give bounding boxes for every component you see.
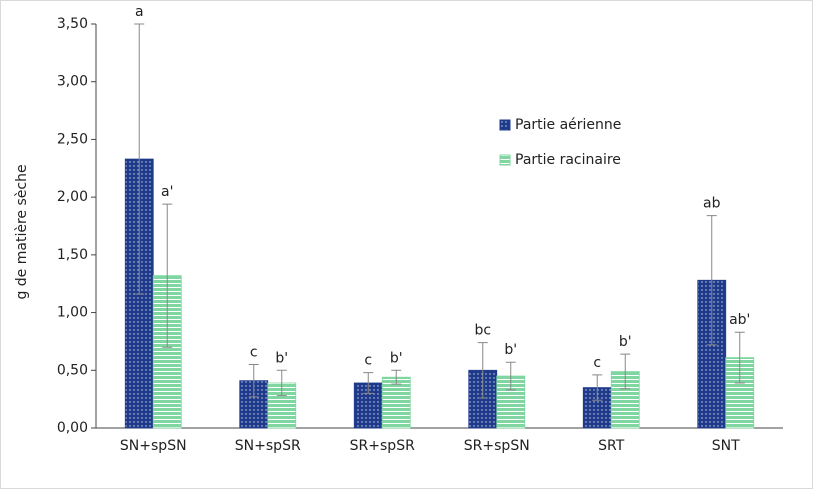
y-tick-label: 3,50 <box>57 16 88 32</box>
error-bar <box>706 215 717 346</box>
error-bar <box>276 369 287 397</box>
y-tick-label: 1,00 <box>57 305 88 321</box>
significance-label: c <box>364 353 372 369</box>
significance-label: ab' <box>729 312 750 328</box>
x-tick-label: SRT <box>598 438 625 454</box>
y-tick-label: 2,00 <box>57 189 88 205</box>
legend-swatch <box>499 119 511 131</box>
error-bar <box>592 374 603 401</box>
significance-label: a <box>135 4 144 20</box>
x-tick-label: SNT <box>712 438 740 454</box>
y-tick-label: 0,00 <box>57 420 88 436</box>
x-tick-label: SR+spSN <box>464 438 530 454</box>
legend-label: Partie racinaire <box>515 152 621 168</box>
bar <box>381 376 411 429</box>
error-bar <box>505 361 516 391</box>
legend-label: Partie aérienne <box>515 117 621 133</box>
x-tick-label: SR+spSR <box>350 438 415 454</box>
x-tick-label: SN+spSR <box>235 438 301 454</box>
significance-label: b' <box>390 350 403 366</box>
error-bar <box>734 331 745 384</box>
significance-label: ab <box>703 196 721 212</box>
significance-label: c <box>250 345 258 361</box>
y-tick-label: 3,00 <box>57 74 88 90</box>
significance-label: b' <box>504 342 517 358</box>
x-tick-label: SN+spSN <box>120 438 187 454</box>
significance-label: b' <box>619 334 632 350</box>
error-bar <box>620 353 631 390</box>
error-bar <box>391 369 402 385</box>
error-bar <box>477 342 488 399</box>
significance-label: b' <box>275 350 288 366</box>
y-tick-label: 0,50 <box>57 362 88 378</box>
y-tick-label: 2,50 <box>57 131 88 147</box>
significance-label: a' <box>161 184 173 200</box>
y-tick-label: 1,50 <box>57 247 88 263</box>
error-bar <box>363 372 374 394</box>
error-bar <box>134 23 145 295</box>
significance-label: c <box>593 355 601 371</box>
legend-swatch <box>499 154 511 166</box>
error-bar <box>162 203 173 348</box>
y-axis-title: g de matière sèche <box>14 164 30 299</box>
error-bar <box>248 364 259 398</box>
significance-label: bc <box>474 323 491 339</box>
